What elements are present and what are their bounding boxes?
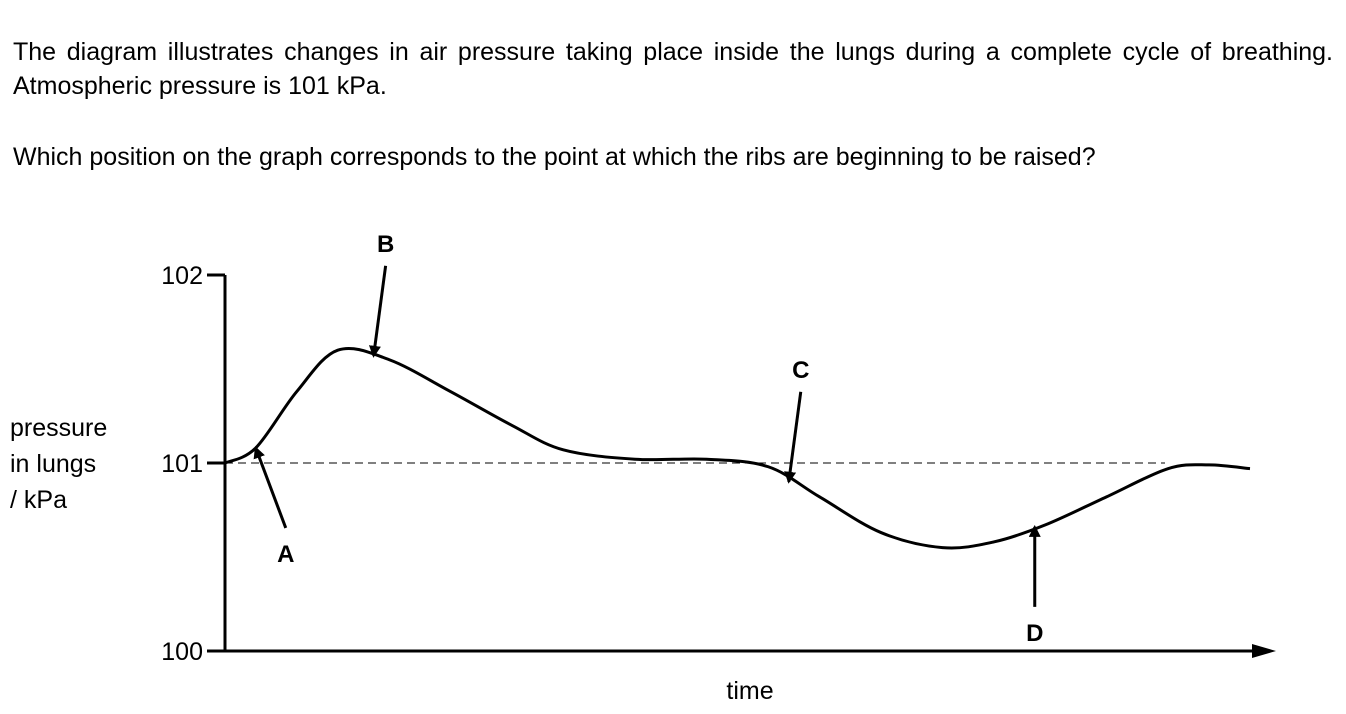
y-axis-label-line-1: pressure — [10, 414, 108, 442]
annotation-c: C — [784, 357, 809, 484]
y-tick-label: 101 — [161, 450, 203, 478]
annotation-arrow-b — [368, 265, 388, 358]
annotation-d: D — [1026, 524, 1043, 647]
annotation-label-a: A — [277, 541, 294, 568]
x-axis-arrow — [1252, 644, 1276, 658]
y-tick-label: 102 — [161, 262, 203, 290]
y-axis-label-line-3: / kPa — [10, 486, 67, 514]
pressure-curve-0 — [224, 346, 1251, 550]
question-prompt: Which position on the graph corresponds … — [13, 143, 1096, 171]
annotation-label-c: C — [792, 357, 809, 384]
annotation-b: B — [368, 231, 394, 358]
x-axis-label: time — [726, 677, 773, 705]
annotation-label-b: B — [377, 231, 394, 258]
annotation-arrow-c — [784, 391, 803, 484]
annotation-label-d: D — [1026, 620, 1043, 647]
y-tick-label: 100 — [161, 638, 203, 666]
question-intro: The diagram illustrates changes in air p… — [13, 38, 1333, 100]
annotation-arrow-a — [253, 446, 288, 529]
y-axis-label-line-2: in lungs — [10, 450, 97, 478]
annotation-a: A — [253, 446, 294, 568]
